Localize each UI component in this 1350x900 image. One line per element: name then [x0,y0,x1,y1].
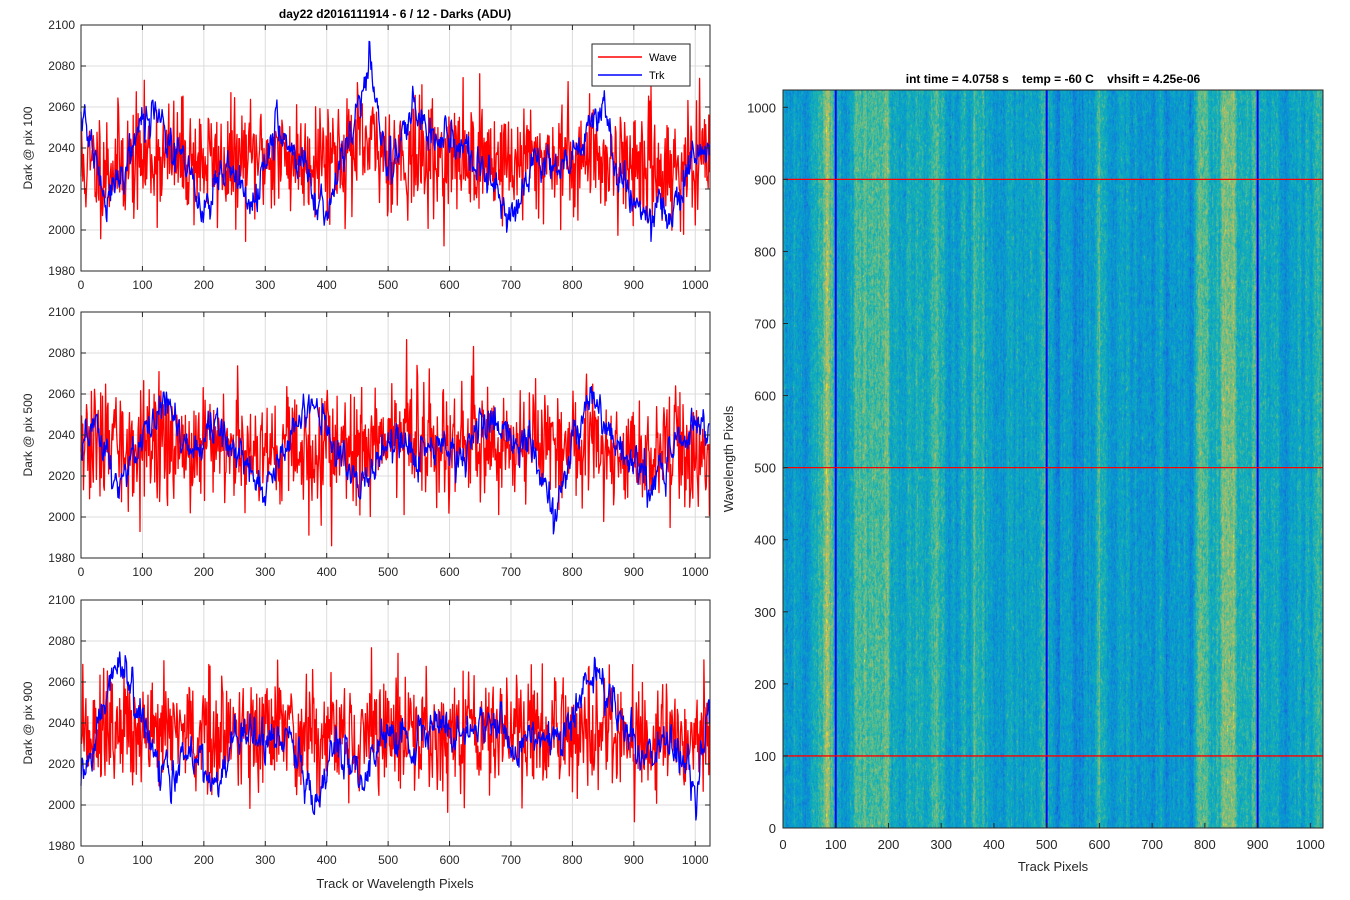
x-tick-label: 100 [825,837,847,852]
x-tick-label: 600 [440,853,460,867]
x-tick-label: 100 [132,278,152,292]
series-line-trk [80,40,711,242]
panel-title: int time = 4.0758 s temp = -60 C vhsift … [906,72,1201,86]
x-tick-label: 1000 [682,853,709,867]
y-tick-label: 2000 [48,510,75,524]
y-tick-label: 2020 [48,182,75,196]
y-tick-label: 2040 [48,716,75,730]
x-tick-label: 800 [562,278,582,292]
x-tick-label: 400 [317,565,337,579]
x-tick-label: 700 [501,565,521,579]
y-tick-label: 800 [754,244,776,259]
y-tick-label: 2060 [48,387,75,401]
y-tick-label: 2020 [48,469,75,483]
y-axis-label: Wavelength Pixels [721,405,736,512]
y-tick-label: 2040 [48,141,75,155]
y-tick-label: 600 [754,389,776,404]
y-tick-label: 200 [754,677,776,692]
y-tick-label: 2080 [48,59,75,73]
x-tick-label: 900 [624,565,644,579]
panel-dark-pix-100: day22 d2016111914 - 6 / 12 - Darks (ADU)… [21,7,711,292]
y-axis-label: Dark @ pix 500 [21,393,35,476]
y-tick-label: 1980 [48,839,75,853]
heatmap-image [783,90,1323,828]
y-tick-label: 2040 [48,428,75,442]
panel-title: day22 d2016111914 - 6 / 12 - Darks (ADU) [279,7,511,21]
x-tick-label: 1000 [1296,837,1325,852]
x-tick-label: 500 [1036,837,1058,852]
x-tick-label: 800 [1194,837,1216,852]
x-tick-label: 500 [378,565,398,579]
x-tick-label: 100 [132,565,152,579]
x-tick-label: 200 [194,278,214,292]
y-tick-label: 2000 [48,798,75,812]
axes-box [782,89,1324,829]
y-tick-label: 400 [754,533,776,548]
x-tick-label: 300 [255,565,275,579]
y-tick-label: 2060 [48,100,75,114]
y-tick-label: 1000 [747,100,776,115]
x-tick-label: 400 [983,837,1005,852]
x-tick-label: 200 [194,853,214,867]
y-tick-label: 2060 [48,675,75,689]
x-tick-label: 100 [132,853,152,867]
y-tick-label: 2100 [48,593,75,607]
x-tick-label: 700 [501,853,521,867]
y-tick-label: 300 [754,605,776,620]
x-tick-label: 800 [562,853,582,867]
panel-dark-pix-900: Dark @ pix 900 Track or Wavelength Pixel… [21,593,711,891]
x-axis-label: Track Pixels [1018,859,1089,874]
x-tick-label: 600 [440,278,460,292]
x-tick-label: 600 [440,565,460,579]
x-tick-label: 300 [255,278,275,292]
x-axis-label: Track or Wavelength Pixels [316,876,474,891]
x-tick-label: 200 [194,565,214,579]
legend-label-wave: Wave [649,52,677,64]
x-tick-label: 400 [317,853,337,867]
x-tick-label: 900 [1247,837,1269,852]
y-tick-label: 0 [769,821,776,836]
x-tick-label: 0 [78,278,85,292]
y-tick-label: 1980 [48,264,75,278]
panel-dark-pix-500: Dark @ pix 500 0 100 200 300 400 500 600 700 800… [21,305,711,579]
y-tick-label: 2000 [48,223,75,237]
heatmap-canvas [783,90,1323,828]
y-tick-label: 700 [754,317,776,332]
x-tick-label: 200 [878,837,900,852]
y-tick-label: 2020 [48,757,75,771]
y-tick-label: 2100 [48,18,75,32]
x-tick-label: 500 [378,278,398,292]
x-tick-label: 1000 [682,278,709,292]
x-tick-label: 0 [779,837,786,852]
series-line-trk [80,651,711,821]
y-tick-label: 2100 [48,305,75,319]
y-tick-label: 100 [754,749,776,764]
x-tick-label: 0 [78,565,85,579]
x-tick-label: 700 [1141,837,1163,852]
x-tick-label: 1000 [682,565,709,579]
y-axis-label: Dark @ pix 100 [21,106,35,189]
legend-box [591,43,691,87]
x-tick-label: 700 [501,278,521,292]
y-tick-label: 900 [754,172,776,187]
y-tick-label: 2080 [48,634,75,648]
y-tick-label: 2080 [48,346,75,360]
series-line-trk [80,385,710,535]
x-tick-label: 900 [624,853,644,867]
x-tick-label: 800 [562,565,582,579]
x-tick-label: 900 [624,278,644,292]
x-tick-label: 0 [78,853,85,867]
panel-dark-image: int time = 4.0758 s temp = -60 C vhsift … [721,72,1325,874]
legend-label-trk: Trk [649,70,665,82]
x-tick-label: 300 [930,837,952,852]
x-tick-label: 500 [378,853,398,867]
y-tick-label: 500 [754,461,776,476]
y-axis-label: Dark @ pix 900 [21,681,35,764]
x-tick-label: 300 [255,853,275,867]
x-tick-label: 600 [1089,837,1111,852]
x-tick-label: 400 [317,278,337,292]
y-tick-label: 1980 [48,551,75,565]
